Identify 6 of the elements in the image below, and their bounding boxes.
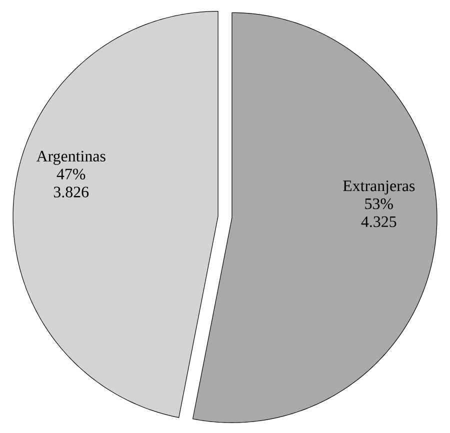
data-label: 4.325 [361,216,396,228]
text: 53% [365,198,393,210]
slice-label: Argentinas [36,150,106,165]
slice-label: Extranjeras [343,180,415,194]
data-label: 3.826 [54,186,89,198]
text: 47% [56,168,86,180]
